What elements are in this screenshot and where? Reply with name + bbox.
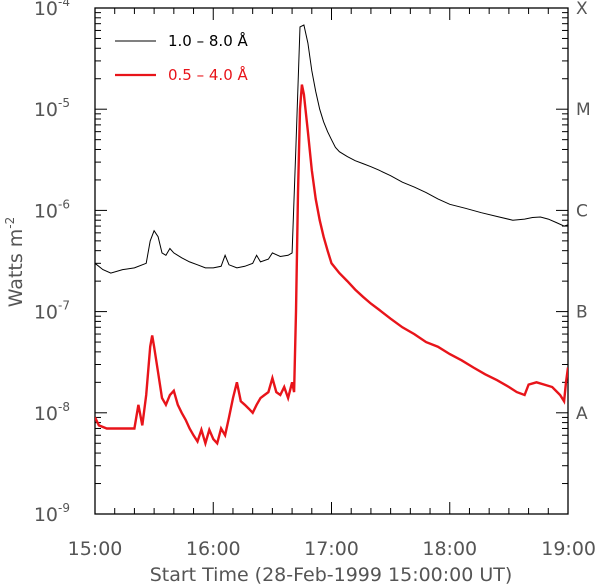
svg-text:Watts m-2: Watts m-2 <box>3 217 27 308</box>
y-tick-label-base: 10 <box>34 0 58 20</box>
goes-class-labels: X M C B A <box>576 0 591 424</box>
y-axis-title-text: Watts m <box>5 229 27 308</box>
x-tick-labels: 15:00 16:00 17:00 18:00 19:00 <box>68 538 596 560</box>
y-tick-label: 10-8 <box>34 400 70 425</box>
y-tick-label-exponent: -4 <box>58 0 70 9</box>
x-tick-label: 17:00 <box>304 538 359 560</box>
goes-class-label: M <box>576 100 591 120</box>
y-tick-label: 10-9 <box>34 501 70 526</box>
y-tick-label-base: 10 <box>34 403 58 425</box>
y-axis-title-exponent: -2 <box>3 217 17 229</box>
goes-class-label: B <box>576 303 588 323</box>
goes-class-label: A <box>576 404 588 424</box>
legend-label-series-2: 0.5 – 4.0 Å <box>168 65 249 84</box>
y-tick-label-base: 10 <box>34 200 58 222</box>
series-line-2 <box>95 84 568 448</box>
y-tick-label: 10-7 <box>34 299 70 324</box>
x-tick-label: 19:00 <box>541 538 596 560</box>
series-line-1 <box>95 24 568 274</box>
x-tick-label: 16:00 <box>186 538 241 560</box>
y-tick-labels: 10-410-510-610-710-810-9 <box>34 0 70 526</box>
series-lines <box>95 24 568 448</box>
y-tick-label-exponent: -8 <box>58 400 70 414</box>
y-tick-label-base: 10 <box>34 302 58 324</box>
goes-class-label: C <box>576 201 588 221</box>
goes-class-label: X <box>576 0 588 19</box>
y-tick-label: 10-4 <box>34 0 70 20</box>
y-tick-label-base: 10 <box>34 99 58 121</box>
y-tick-label: 10-6 <box>34 197 70 222</box>
y-tick-label-exponent: -7 <box>58 299 70 313</box>
x-tick-label: 18:00 <box>422 538 477 560</box>
y-tick-label: 10-5 <box>34 96 70 121</box>
x-axis-title: Start Time (28-Feb-1999 15:00:00 UT) <box>150 564 513 586</box>
legend: 1.0 – 8.0 Å 0.5 – 4.0 Å <box>115 31 249 84</box>
y-tick-label-exponent: -9 <box>58 501 70 515</box>
y-tick-label-exponent: -6 <box>58 197 70 211</box>
y-tick-label-base: 10 <box>34 504 58 526</box>
legend-label-series-1: 1.0 – 8.0 Å <box>168 31 249 50</box>
y-axis-title: Watts m-2 <box>3 217 27 308</box>
y-tick-label-exponent: -5 <box>58 96 70 110</box>
x-tick-label: 15:00 <box>68 538 123 560</box>
